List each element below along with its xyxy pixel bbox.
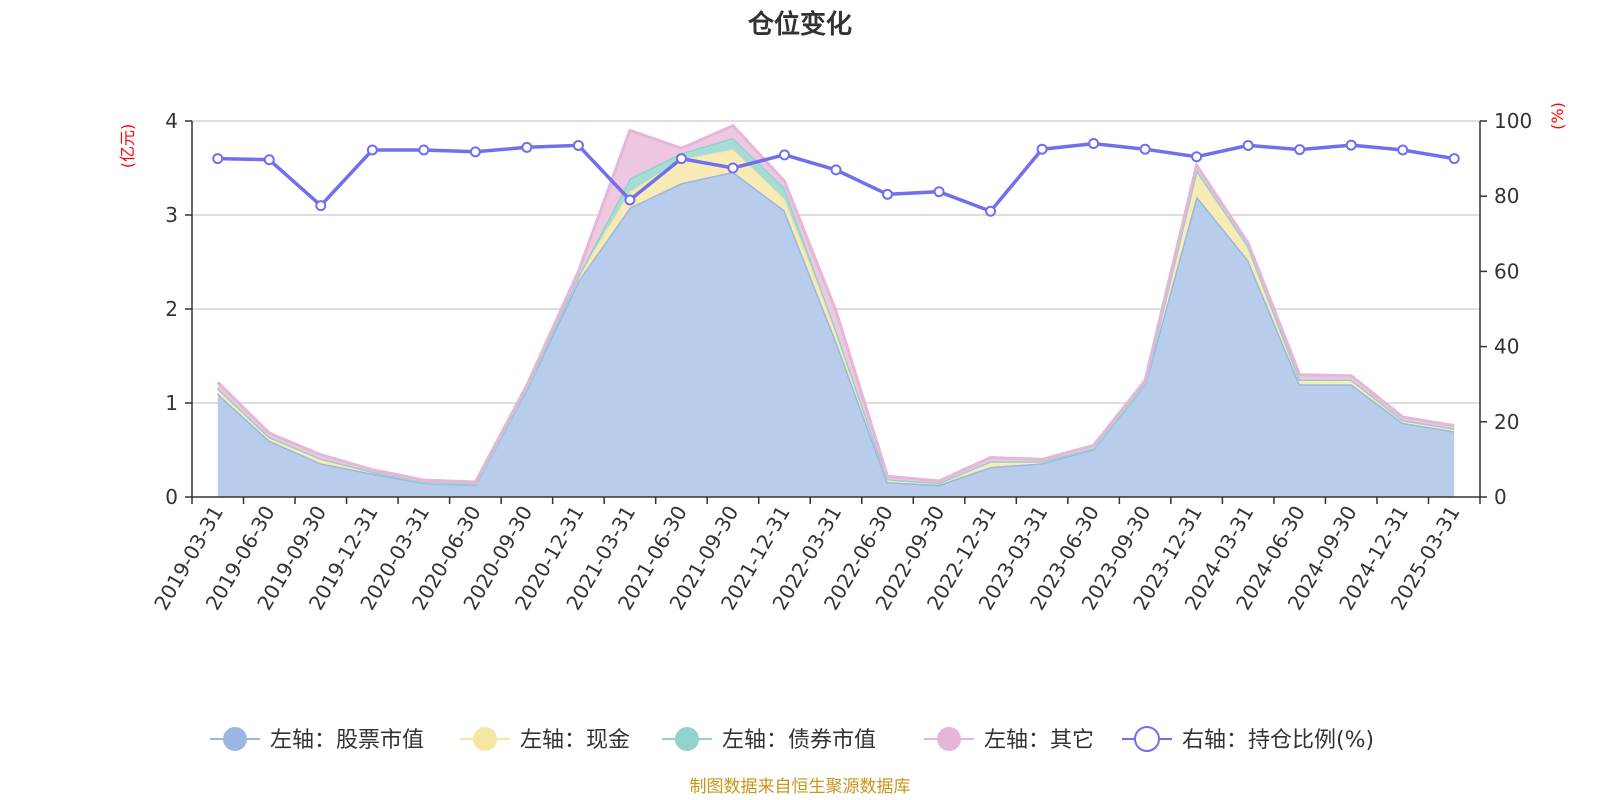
left-tick-label: 3 xyxy=(165,203,178,227)
ratio-point xyxy=(1139,143,1151,155)
chart-title: 仓位变化 xyxy=(747,9,852,40)
left-tick-label: 1 xyxy=(165,391,178,415)
ratio-point xyxy=(1191,151,1203,163)
right-axis-unit: (%) xyxy=(1548,102,1567,130)
left-tick-label: 2 xyxy=(165,297,178,321)
ratio-point xyxy=(1345,139,1357,151)
legend-label: 左轴：债券市值 xyxy=(722,728,876,753)
legend-label: 左轴：其它 xyxy=(984,728,1094,753)
ratio-point xyxy=(469,146,481,158)
legend-marker xyxy=(223,727,247,751)
ratio-point xyxy=(572,139,584,151)
right-tick-label: 100 xyxy=(1494,109,1532,133)
left-tick-label: 4 xyxy=(165,109,178,133)
ratio-point xyxy=(1397,144,1409,156)
ratio-point xyxy=(830,164,842,176)
legend-label: 左轴：股票市值 xyxy=(270,728,424,753)
area-series-1 xyxy=(217,171,1455,498)
ratio-point xyxy=(727,162,739,174)
ratio-line-path xyxy=(217,141,1455,214)
ratio-point xyxy=(1294,144,1306,156)
ratio-point xyxy=(624,194,636,206)
ratio-point xyxy=(1242,139,1254,151)
right-tick-label: 0 xyxy=(1494,485,1507,509)
legend-label: 左轴：现金 xyxy=(520,728,630,753)
legend-label: 右轴：持仓比例(%) xyxy=(1182,728,1374,753)
ratio-point xyxy=(366,144,378,156)
right-tick-label: 60 xyxy=(1494,259,1519,283)
ratio-point xyxy=(418,144,430,156)
legend: 左轴：股票市值 左轴：现金 左轴：债券市值 左轴：其它 右轴：持仓比例(%) xyxy=(210,726,1374,753)
ratio-point xyxy=(675,153,687,165)
legend-marker xyxy=(473,727,497,751)
legend-marker xyxy=(1134,726,1160,752)
left-tick-label: 0 xyxy=(165,485,178,509)
right-tick-label: 20 xyxy=(1494,410,1519,434)
ratio-point xyxy=(315,200,327,212)
legend-marker xyxy=(937,727,961,751)
area-edge-series-4 xyxy=(216,123,1455,484)
ratio-point xyxy=(1088,138,1100,150)
ratio-point xyxy=(778,149,790,161)
ratio-point xyxy=(1036,143,1048,155)
ratio-point xyxy=(521,141,533,153)
ratio-point xyxy=(882,188,894,200)
stacked-areas xyxy=(216,123,1455,498)
ratio-point xyxy=(1448,153,1460,165)
ratio-point xyxy=(263,154,275,166)
position-ratio-series xyxy=(212,138,1460,217)
left-axis-unit: (亿元) xyxy=(118,124,137,169)
right-tick-label: 80 xyxy=(1494,184,1519,208)
ratio-point xyxy=(933,186,945,198)
ratio-point xyxy=(212,153,224,165)
ratio-point xyxy=(985,205,997,217)
right-tick-label: 40 xyxy=(1494,335,1519,359)
legend-marker xyxy=(675,727,699,751)
data-source-note: 制图数据来自恒生聚源数据库 xyxy=(690,777,911,797)
